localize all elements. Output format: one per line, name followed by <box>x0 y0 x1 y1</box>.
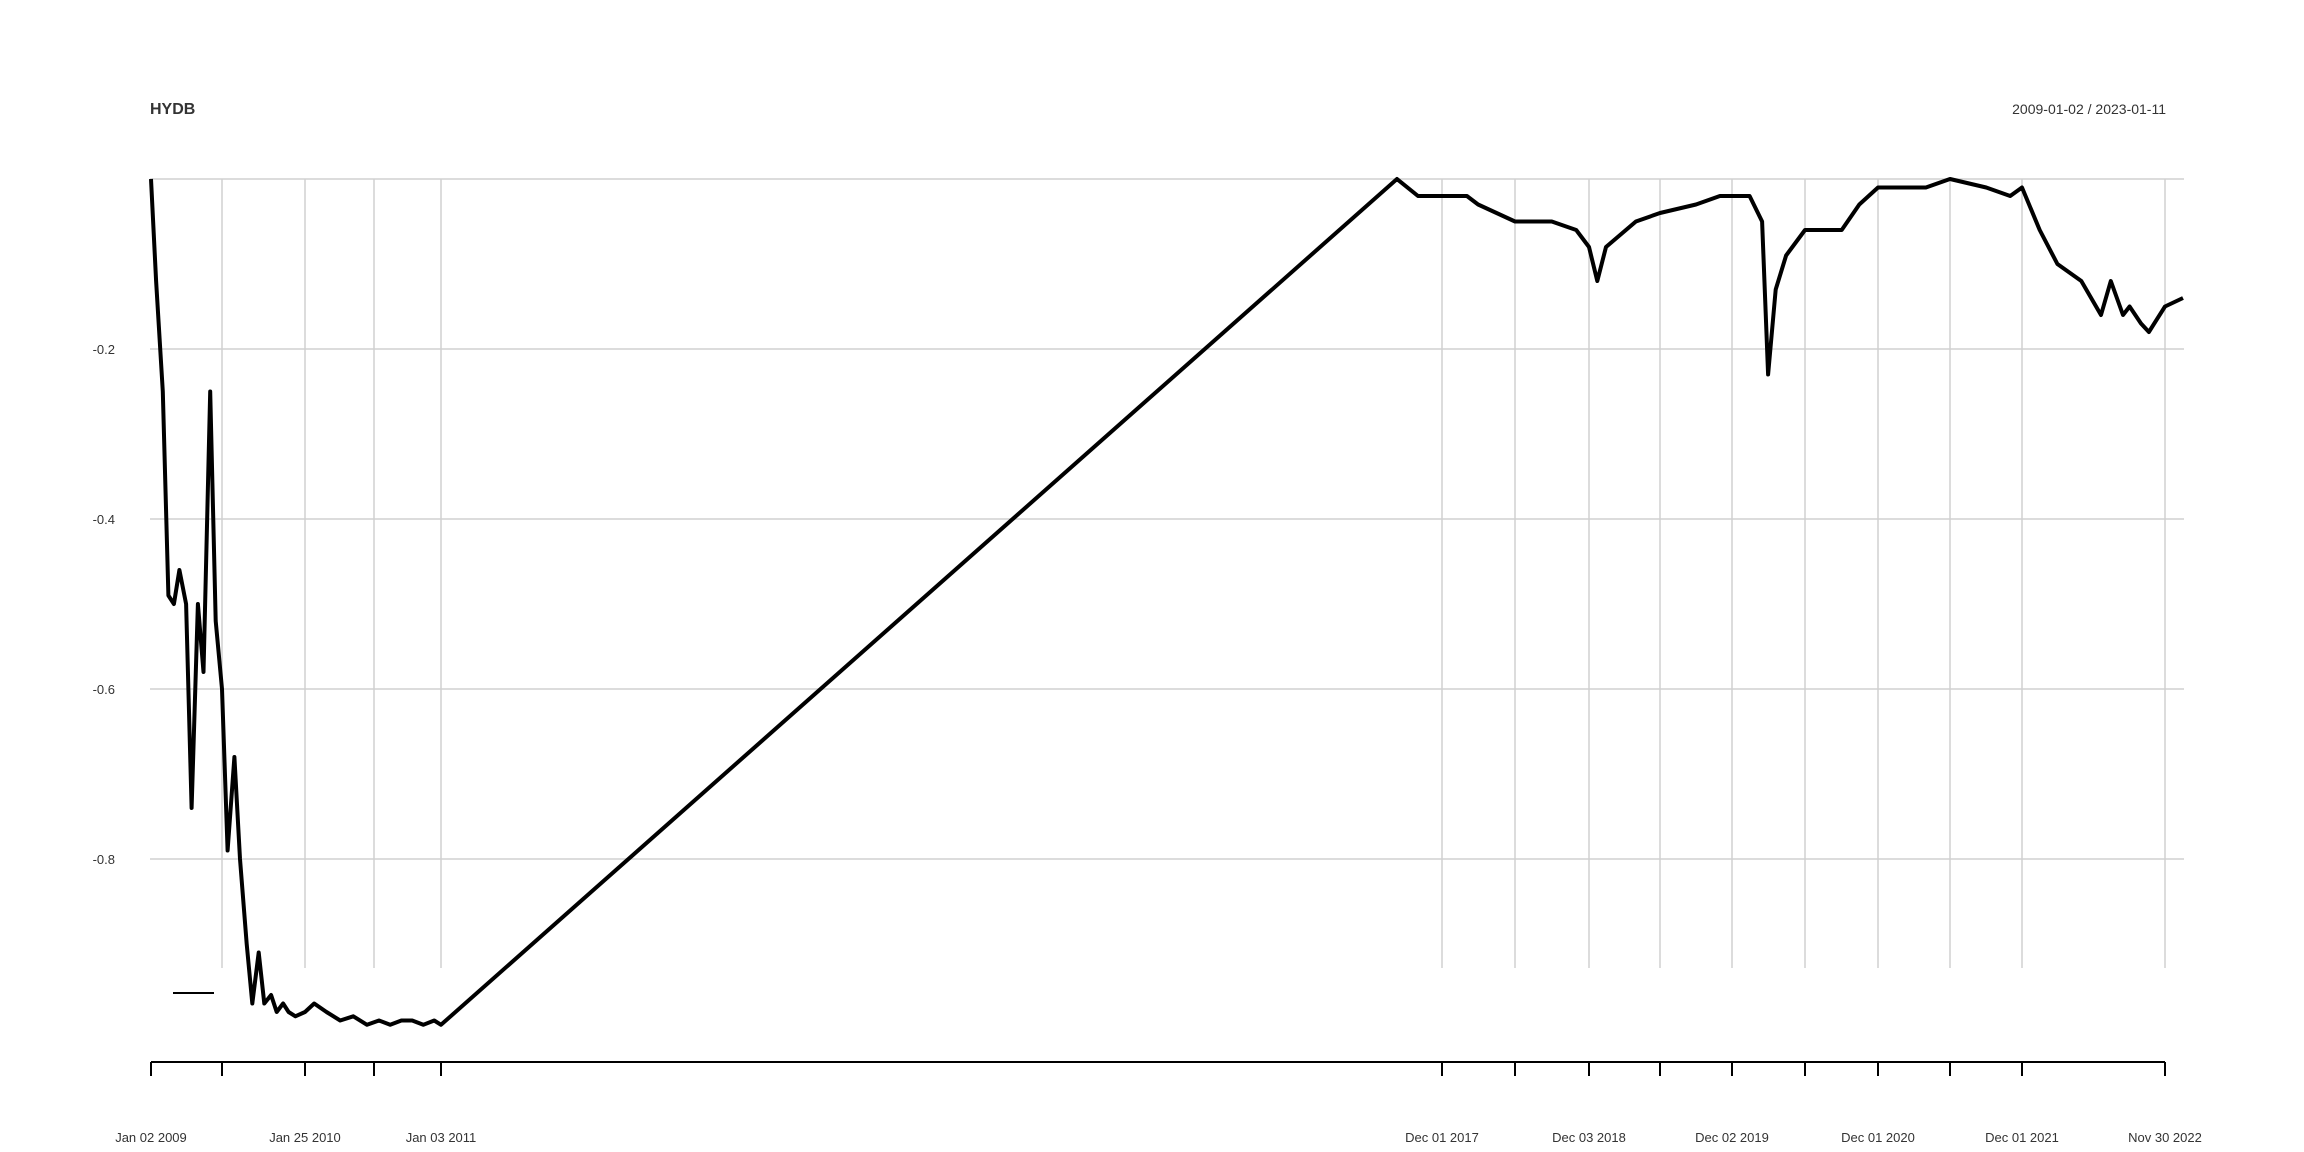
x-axis: Jan 02 2009 Jan 25 2010 Jan 03 2011 Dec 01 … <box>115 1061 2202 1145</box>
x-tick-label: Jan 25 2010 <box>269 1130 341 1145</box>
grid <box>150 178 2184 968</box>
series-line <box>149 177 2184 1027</box>
y-tick-label: -0.4 <box>93 512 115 527</box>
x-tick-label: Dec 03 2018 <box>1552 1130 1626 1145</box>
x-tick-label: Dec 01 2021 <box>1985 1130 2059 1145</box>
chart-title: HYDB <box>150 101 195 118</box>
y-tick-label: -0.2 <box>93 342 115 357</box>
x-tick-label: Jan 02 2009 <box>115 1130 187 1145</box>
y-axis-ticks: -0.2 -0.4 -0.6 -0.8 <box>93 342 115 867</box>
x-tick-label: Dec 01 2020 <box>1841 1130 1915 1145</box>
y-tick-label: -0.6 <box>93 682 115 697</box>
x-tick-label: Jan 03 2011 <box>406 1130 477 1145</box>
date-range-label: 2009-01-02 / 2023-01-11 <box>2012 101 2166 117</box>
y-tick-label: -0.8 <box>93 852 115 867</box>
x-tick-label: Nov 30 2022 <box>2128 1130 2202 1145</box>
series-layer <box>149 177 2184 1027</box>
x-tick-label: Dec 01 2017 <box>1405 1130 1479 1145</box>
x-tick-label: Dec 02 2019 <box>1695 1130 1769 1145</box>
